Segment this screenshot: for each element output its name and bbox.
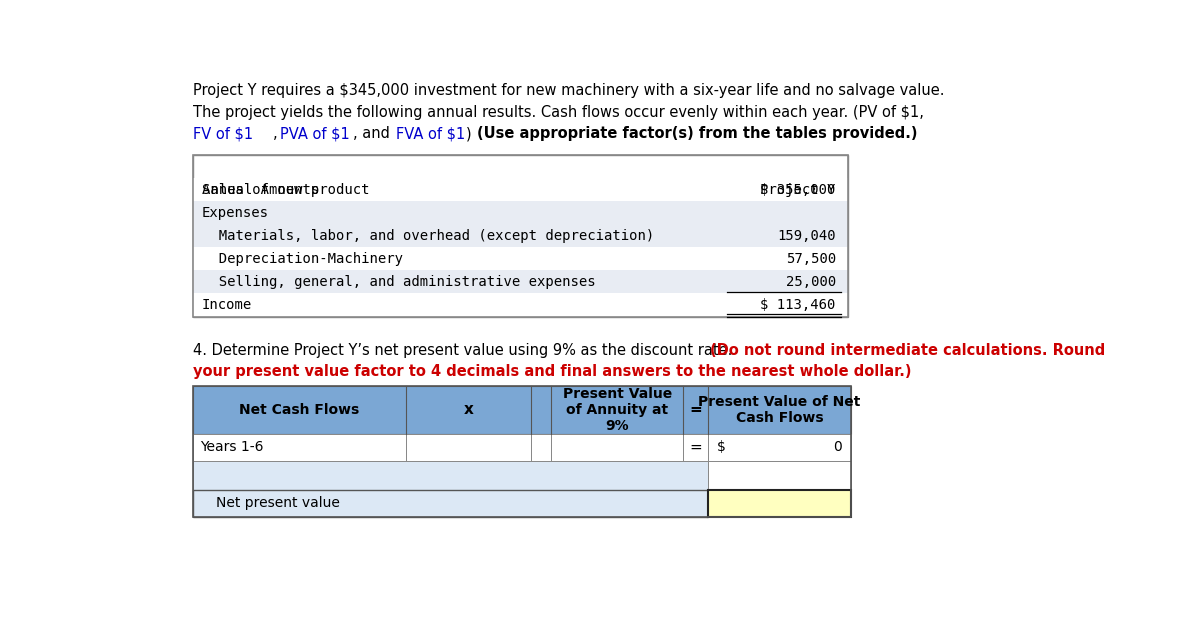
Text: Selling, general, and administrative expenses: Selling, general, and administrative exp…: [202, 275, 595, 289]
Text: The project yields the following annual results. Cash flows occur evenly within : The project yields the following annual …: [193, 105, 924, 120]
Text: =: =: [689, 439, 702, 455]
Text: PVA of $1: PVA of $1: [281, 126, 350, 141]
Text: Depreciation-Machinery: Depreciation-Machinery: [202, 252, 403, 266]
Text: Present Value of Net
Cash Flows: Present Value of Net Cash Flows: [698, 395, 860, 425]
FancyBboxPatch shape: [708, 434, 851, 460]
Text: x: x: [463, 402, 474, 417]
Text: Materials, labor, and overhead (except depreciation): Materials, labor, and overhead (except d…: [202, 229, 654, 243]
FancyBboxPatch shape: [552, 434, 683, 460]
Text: Project Y requires a $345,000 investment for new machinery with a six-year life : Project Y requires a $345,000 investment…: [193, 83, 944, 98]
FancyBboxPatch shape: [193, 247, 847, 270]
FancyBboxPatch shape: [193, 490, 708, 517]
Text: 159,040: 159,040: [778, 229, 836, 243]
FancyBboxPatch shape: [193, 270, 847, 294]
FancyBboxPatch shape: [193, 178, 847, 201]
FancyBboxPatch shape: [193, 294, 847, 317]
Text: Income: Income: [202, 298, 252, 312]
Text: (Use appropriate factor(s) from the tables provided.): (Use appropriate factor(s) from the tabl…: [478, 126, 918, 141]
FancyBboxPatch shape: [406, 434, 532, 460]
FancyBboxPatch shape: [193, 460, 708, 490]
FancyBboxPatch shape: [193, 434, 406, 460]
Text: ,: ,: [272, 126, 277, 141]
Text: 57,500: 57,500: [786, 252, 836, 266]
Text: $ 113,460: $ 113,460: [761, 298, 836, 312]
Text: 0: 0: [833, 440, 842, 454]
Text: Present Value
of Annuity at
9%: Present Value of Annuity at 9%: [563, 387, 672, 433]
Text: $ 355,000: $ 355,000: [761, 183, 836, 197]
Text: Net present value: Net present value: [216, 496, 340, 510]
Text: 25,000: 25,000: [786, 275, 836, 289]
Text: Annual Amounts: Annual Amounts: [202, 183, 319, 197]
FancyBboxPatch shape: [193, 155, 847, 317]
Text: Years 1-6: Years 1-6: [200, 440, 264, 454]
FancyBboxPatch shape: [532, 434, 552, 460]
Text: (Do not round intermediate calculations. Round: (Do not round intermediate calculations.…: [709, 343, 1105, 358]
FancyBboxPatch shape: [708, 490, 851, 517]
FancyBboxPatch shape: [708, 460, 851, 490]
Text: $: $: [718, 440, 726, 454]
FancyBboxPatch shape: [193, 224, 847, 247]
FancyBboxPatch shape: [193, 201, 847, 224]
Text: FV of $1: FV of $1: [193, 126, 253, 141]
Text: FVA of $1: FVA of $1: [396, 126, 466, 141]
FancyBboxPatch shape: [193, 386, 851, 434]
Text: Expenses: Expenses: [202, 205, 269, 220]
Text: 4. Determine Project Y’s net present value using 9% as the discount rate.: 4. Determine Project Y’s net present val…: [193, 343, 737, 358]
FancyBboxPatch shape: [683, 434, 708, 460]
FancyBboxPatch shape: [193, 178, 847, 201]
Text: =: =: [689, 402, 702, 417]
Text: Net Cash Flows: Net Cash Flows: [239, 403, 359, 416]
Text: ): ): [466, 126, 472, 141]
Text: , and: , and: [353, 126, 390, 141]
Text: your present value factor to 4 decimals and final answers to the nearest whole d: your present value factor to 4 decimals …: [193, 364, 911, 379]
Text: Project Y: Project Y: [761, 183, 836, 197]
Text: Sales of new product: Sales of new product: [202, 183, 370, 197]
